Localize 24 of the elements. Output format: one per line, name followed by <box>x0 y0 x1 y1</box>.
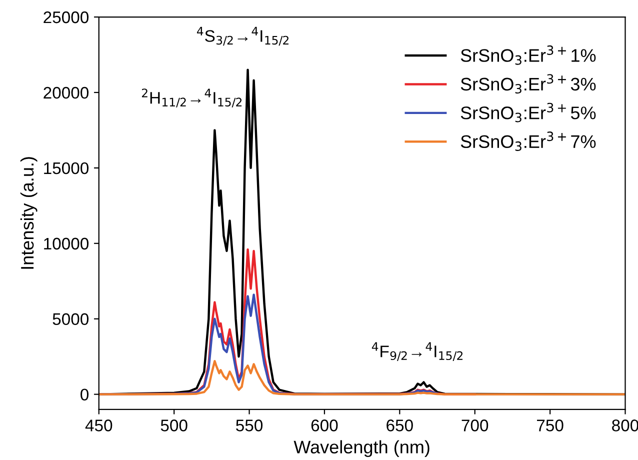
x-tick-label: 550 <box>236 420 263 432</box>
annotation: $^{2}$H$_{11/2}$→$^{4}$I$_{15/2}$ <box>142 88 242 108</box>
y-tick-label: 10000 <box>44 238 89 250</box>
legend-label: SrSnO$_{3}$:Er$^{3+}$3% <box>460 74 596 94</box>
y-tick-label: 15000 <box>44 162 89 174</box>
y-tick-label: 5000 <box>52 313 89 326</box>
annotation: $^{4}$S$_{3/2}$→$^{4}$I$_{15/2}$ <box>196 26 288 46</box>
x-tick-label: 450 <box>85 420 112 432</box>
legend-label: SrSnO$_{3}$:Er$^{3+}$1% <box>460 45 596 65</box>
y-tick-label: 0 <box>80 388 89 401</box>
legend-label: SrSnO$_{3}$:Er$^{3+}$5% <box>460 102 596 122</box>
x-tick-label: 800 <box>612 420 638 432</box>
y-tick-label: 20000 <box>44 86 89 99</box>
x-axis-title: Wavelength (nm) <box>294 440 430 458</box>
x-tick-label: 750 <box>537 420 564 432</box>
x-tick-label: 700 <box>462 420 488 432</box>
y-axis-title: Intensity (a.u.) <box>20 157 38 269</box>
line-series <box>98 360 626 396</box>
x-tick-label: 500 <box>160 420 188 432</box>
x-tick-label: 650 <box>386 420 413 432</box>
y-tick-label: 25000 <box>44 11 89 24</box>
annotation: $^{4}$F$_{9/2}$→$^{4}$I$_{15/2}$ <box>372 342 462 361</box>
legend-label: SrSnO$_{3}$:Er$^{3+}$7% <box>460 132 596 151</box>
x-tick-label: 600 <box>311 420 338 432</box>
